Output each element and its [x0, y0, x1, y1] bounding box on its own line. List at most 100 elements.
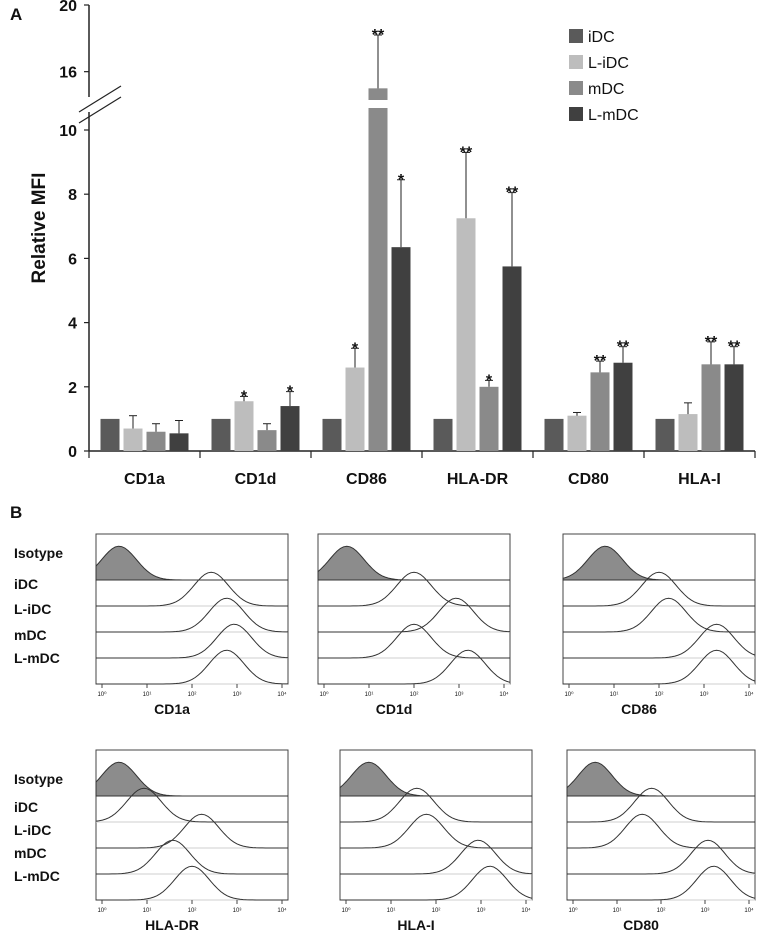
- x-tick-label: 10¹: [613, 908, 622, 914]
- bar: [123, 428, 143, 451]
- row-label: L-mDC: [14, 650, 60, 666]
- histogram-curve: [563, 571, 755, 607]
- x-tick-label: 10³: [700, 692, 709, 698]
- bar: [456, 218, 476, 451]
- bar: [724, 364, 744, 451]
- x-tick-label: 10¹: [610, 692, 619, 698]
- legend: iDC L-iDC mDC L-mDC: [569, 29, 639, 124]
- x-tick-label: 10⁴: [521, 907, 531, 914]
- legend-label: L-mDC: [588, 107, 639, 124]
- y-tick-label: 2: [68, 380, 77, 397]
- bar: [280, 406, 300, 451]
- histogram-curve: [95, 787, 288, 823]
- x-tick-label: 10¹: [143, 692, 152, 698]
- x-tick-label: 10⁴: [744, 691, 754, 698]
- x-tick-label: 10²: [657, 908, 666, 914]
- x-tick-label: 10⁴: [277, 691, 287, 698]
- chart-axes: 0 2 4 6 8 10 16 20 CD1a CD1d CD86 HLA-DR CD80 HLA-I: [59, 0, 756, 488]
- histogram-curve: [563, 649, 756, 685]
- row-label: mDC: [14, 845, 47, 861]
- legend-swatch: [569, 81, 583, 95]
- row-label: L-iDC: [14, 822, 51, 838]
- legend-label: mDC: [588, 81, 624, 98]
- x-tick-label: 10⁰: [319, 691, 329, 698]
- legend-label: iDC: [588, 29, 615, 46]
- bar: [345, 367, 365, 451]
- bar: [211, 418, 231, 451]
- x-tick-label: 10²: [655, 692, 664, 698]
- x-tick-label: 10¹: [387, 908, 396, 914]
- histogram-panel: 10⁰ 10¹ 10² 10³ 10⁴ CD1d: [317, 533, 511, 717]
- x-tick-label: 10²: [188, 908, 197, 914]
- significance-label: *: [287, 384, 294, 401]
- x-tick-label: 10²: [432, 908, 441, 914]
- histogram-curve: [567, 865, 756, 901]
- x-tick-label: 10⁴: [744, 907, 754, 914]
- x-tick-label: CD86: [346, 471, 387, 488]
- x-tick-label: 10⁰: [564, 691, 574, 698]
- bar: [613, 362, 633, 451]
- bar: [368, 88, 388, 451]
- histogram-curve: [96, 813, 288, 849]
- x-tick-label: 10¹: [143, 908, 152, 914]
- histogram-panel: 10⁰ 10¹ 10² 10³ 10⁴ CD1a: [95, 533, 289, 717]
- histogram-curve: [567, 839, 756, 875]
- bar: [234, 401, 254, 451]
- bar: [590, 372, 610, 451]
- panel-a: A Relative MFI 0 2 4 6 8 10 16 20 CD1a CD1d CD86 HL…: [10, 0, 756, 488]
- bar: [169, 433, 189, 451]
- marker-label: HLA-DR: [145, 917, 199, 933]
- significance-label: *: [486, 372, 493, 389]
- x-tick-label: 10⁰: [97, 907, 107, 914]
- row-label: Isotype: [14, 545, 63, 561]
- significance-label: *: [398, 172, 405, 189]
- bar: [567, 415, 587, 451]
- bar-group: * ************** ** **: [100, 27, 744, 451]
- x-tick-label: 10⁰: [568, 907, 578, 914]
- axis-break-mark: [78, 96, 122, 124]
- histogram-panel: 10⁰ 10¹ 10² 10³ 10⁴ CD86: [562, 533, 756, 717]
- row-label: L-iDC: [14, 601, 51, 617]
- isotype-histogram: [95, 545, 288, 581]
- marker-label: CD1d: [376, 701, 413, 717]
- x-tick-label: 10⁰: [97, 691, 107, 698]
- isotype-histogram: [95, 761, 288, 797]
- x-tick-label: CD1a: [124, 471, 165, 488]
- x-tick-label: 10³: [701, 908, 710, 914]
- histogram-curve: [340, 787, 532, 823]
- x-tick-label: 10⁴: [277, 907, 287, 914]
- x-tick-label: 10³: [233, 692, 242, 698]
- y-tick-label: 8: [68, 187, 77, 204]
- bar: [100, 418, 120, 451]
- x-tick-label: 10⁴: [499, 691, 509, 698]
- histogram-curve: [563, 623, 756, 659]
- y-tick-label: 0: [68, 444, 77, 461]
- bar: [479, 386, 499, 451]
- bar: [544, 418, 564, 451]
- histogram-curve: [340, 839, 533, 875]
- bar: [655, 418, 675, 451]
- histogram-curve: [567, 813, 755, 849]
- legend-swatch: [569, 29, 583, 43]
- bar: [391, 247, 411, 451]
- histogram-curve: [96, 597, 288, 633]
- bar-break-gap: [367, 100, 389, 108]
- x-tick-label: CD80: [568, 471, 609, 488]
- histogram-panels: 10⁰ 10¹ 10² 10³ 10⁴ CD1a 10⁰ 10¹ 10² 10³ 10⁴ CD1d 10…: [14, 533, 756, 933]
- histogram-curve: [318, 597, 511, 633]
- x-tick-label: 10³: [477, 908, 486, 914]
- marker-label: CD1a: [154, 701, 190, 717]
- panel-b-letter: B: [10, 503, 22, 522]
- x-tick-label: HLA-I: [678, 471, 721, 488]
- x-tick-label: 10²: [188, 692, 197, 698]
- histogram-curve: [96, 623, 289, 659]
- histogram-curve: [318, 623, 510, 659]
- row-label: iDC: [14, 576, 38, 592]
- row-label: L-mDC: [14, 868, 60, 884]
- legend-swatch: [569, 55, 583, 69]
- histogram-curve: [563, 597, 755, 633]
- histogram-curve: [96, 571, 288, 607]
- y-tick-label: 16: [59, 65, 77, 82]
- histogram-curve: [96, 649, 288, 685]
